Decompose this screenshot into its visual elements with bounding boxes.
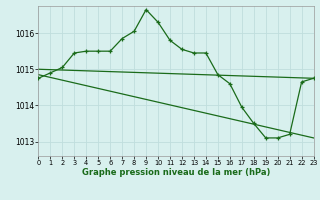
X-axis label: Graphe pression niveau de la mer (hPa): Graphe pression niveau de la mer (hPa) <box>82 168 270 177</box>
